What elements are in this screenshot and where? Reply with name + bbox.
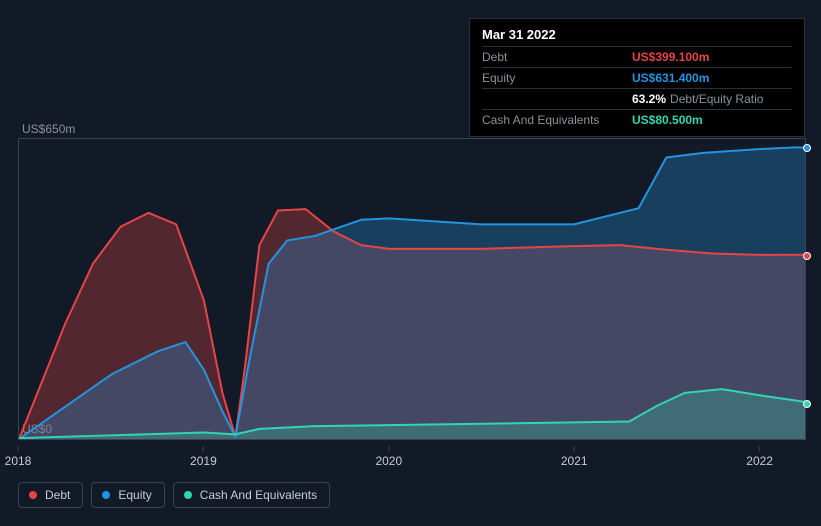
tooltip-value: US$631.400m — [632, 71, 709, 85]
tooltip-value: US$80.500m — [632, 113, 703, 127]
tooltip-value: US$399.100m — [632, 50, 709, 64]
chart-svg — [19, 139, 805, 439]
tooltip-value: 63.2% — [632, 92, 666, 106]
x-axis: 20182019202020212022 — [18, 446, 806, 464]
legend-label: Equity — [118, 488, 151, 502]
legend-dot-icon — [184, 491, 192, 499]
legend-item-equity[interactable]: Equity — [91, 482, 164, 508]
tooltip-extra: Debt/Equity Ratio — [670, 92, 763, 106]
series-end-marker-equity — [803, 144, 811, 152]
x-tick: 2022 — [746, 446, 773, 468]
series-end-marker-debt — [803, 252, 811, 260]
tooltip-row: 63.2% Debt/Equity Ratio — [482, 88, 792, 109]
x-tick: 2018 — [5, 446, 32, 468]
x-tick-label: 2020 — [375, 454, 402, 468]
tooltip-key: Equity — [482, 71, 632, 85]
x-tick-label: 2022 — [746, 454, 773, 468]
legend-dot-icon — [102, 491, 110, 499]
legend-item-cash[interactable]: Cash And Equivalents — [173, 482, 330, 508]
tooltip-date: Mar 31 2022 — [482, 27, 792, 42]
x-tick: 2019 — [190, 446, 217, 468]
y-axis-top-label: US$650m — [22, 122, 75, 136]
legend-item-debt[interactable]: Debt — [18, 482, 83, 508]
chart-tooltip: Mar 31 2022 DebtUS$399.100mEquityUS$631.… — [469, 18, 805, 137]
legend-dot-icon — [29, 491, 37, 499]
tooltip-row: EquityUS$631.400m — [482, 67, 792, 88]
tooltip-row: DebtUS$399.100m — [482, 46, 792, 67]
x-tick-label: 2018 — [5, 454, 32, 468]
tooltip-key: Cash And Equivalents — [482, 113, 632, 127]
legend-label: Debt — [45, 488, 70, 502]
x-tick-label: 2021 — [561, 454, 588, 468]
series-end-marker-cash — [803, 400, 811, 408]
x-tick: 2020 — [375, 446, 402, 468]
tooltip-key: Debt — [482, 50, 632, 64]
chart-plot[interactable] — [18, 138, 806, 440]
tooltip-row: Cash And EquivalentsUS$80.500m — [482, 109, 792, 130]
legend-label: Cash And Equivalents — [200, 488, 317, 502]
x-tick-label: 2019 — [190, 454, 217, 468]
x-tick: 2021 — [561, 446, 588, 468]
chart-legend: Debt Equity Cash And Equivalents — [18, 482, 330, 508]
